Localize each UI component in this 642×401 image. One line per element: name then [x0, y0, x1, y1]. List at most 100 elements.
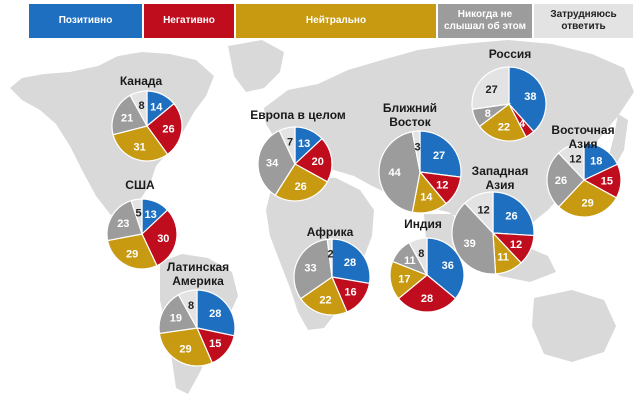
pie-value-never-heard: 33 — [304, 262, 316, 274]
pie-value-neutral: 14 — [420, 192, 433, 204]
legend: Позитивно Негативно Нейтрально Никогда н… — [29, 4, 633, 38]
pie-slice-positive — [492, 191, 535, 237]
region-label: Индия — [404, 217, 442, 231]
region-label: Восточная — [551, 123, 614, 137]
legend-positive: Позитивно — [29, 4, 142, 38]
map-australia — [532, 290, 616, 362]
pie-slice-positive — [583, 142, 619, 181]
map-greenland — [228, 40, 284, 92]
pie-slice-never-heard — [546, 152, 585, 208]
pie-value-undecided: 8 — [139, 100, 145, 112]
pie-value-negative: 28 — [421, 293, 433, 305]
pie-value-positive: 13 — [144, 209, 156, 221]
pie-value-positive: 26 — [505, 211, 517, 223]
pie-value-negative: 12 — [436, 179, 448, 191]
pie-value-negative: 4 — [519, 118, 526, 130]
pie-value-negative: 12 — [510, 239, 522, 251]
region-label: Европа в целом — [250, 108, 346, 122]
pie-slice-negative — [397, 274, 457, 313]
pie-value-negative: 26 — [162, 124, 174, 136]
pie-value-neutral: 26 — [295, 181, 307, 193]
pie-slice-undecided — [464, 191, 494, 235]
pie-value-negative: 15 — [601, 176, 613, 188]
pie-slice-neutral — [112, 125, 169, 162]
pie-value-negative: 15 — [209, 338, 221, 350]
pie-value-positive: 27 — [433, 150, 445, 162]
pie-value-negative: 20 — [312, 156, 324, 168]
pie-value-never-heard: 21 — [121, 112, 133, 124]
region-label: Америка — [172, 274, 224, 288]
pie-value-neutral: 29 — [126, 248, 138, 260]
pie-value-positive: 18 — [590, 156, 602, 168]
pie-value-never-heard: 39 — [464, 238, 476, 250]
pie-7: 38 4 22 8 27 Россия — [471, 47, 547, 142]
pie-slice-never-heard — [111, 94, 148, 136]
pie-value-negative: 30 — [157, 233, 169, 245]
pie-value-neutral: 22 — [319, 295, 331, 307]
legend-never-heard-line1: Никогда не — [457, 9, 513, 20]
legend-positive-label: Позитивно — [58, 15, 113, 26]
region-label: Россия — [489, 47, 532, 61]
region-label: Азия — [485, 178, 514, 192]
pie-slice-negative — [293, 137, 333, 183]
pie-slice-undecided — [278, 126, 296, 165]
region-label: Ближний — [383, 101, 437, 115]
pie-value-positive: 14 — [150, 101, 163, 113]
pie-value-never-heard: 34 — [266, 158, 279, 170]
pie-value-neutral: 17 — [398, 274, 410, 286]
pie-slice-never-heard — [378, 131, 421, 213]
pie-value-positive: 28 — [209, 308, 221, 320]
pie-slice-never-heard — [451, 202, 497, 275]
pie-value-never-heard: 26 — [555, 175, 567, 187]
pie-slice-never-heard — [158, 293, 198, 335]
pie-slice-undecided — [471, 66, 510, 110]
pie-slice-positive — [331, 238, 371, 285]
pie-slice-undecided — [129, 90, 148, 127]
pie-value-positive: 28 — [344, 257, 356, 269]
pie-slice-neutral — [478, 103, 527, 142]
pie-slice-neutral — [158, 327, 214, 367]
pie-value-positive: 13 — [298, 138, 310, 150]
region-label: Западная — [472, 164, 529, 178]
pie-slice-neutral — [274, 163, 329, 202]
pie-slice-undecided — [177, 289, 198, 331]
legend-undecided-label: Затрудняюсь ответить — [550, 9, 617, 32]
pie-slice-undecided — [557, 142, 585, 182]
region-label: Азия — [568, 137, 597, 151]
pie-value-never-heard: 8 — [485, 108, 491, 120]
legend-negative-label: Негативно — [163, 15, 215, 26]
pie-value-undecided: 7 — [287, 137, 293, 149]
pie-slice-undecided — [408, 237, 428, 276]
pie-8: 36 28 17 118 Индия — [389, 217, 465, 313]
pie-slice-undecided — [130, 198, 143, 235]
pie-value-never-heard: 19 — [170, 313, 182, 325]
pie-value-never-heard: 44 — [388, 167, 401, 179]
pie-slice-undecided — [411, 130, 421, 173]
pie-value-undecided: 3 — [415, 142, 421, 154]
pie-slice-neutral — [557, 179, 618, 218]
pie-slice-negative — [146, 102, 183, 156]
region-label: Африка — [307, 225, 354, 239]
pie-value-positive: 38 — [524, 91, 536, 103]
pie-value-negative: 16 — [344, 287, 356, 299]
pie-slice-neutral — [106, 233, 158, 270]
pie-5: 28 16 22 33 2 Африка — [293, 225, 371, 316]
pie-value-neutral: 11 — [497, 251, 509, 263]
pie-value-neutral: 29 — [581, 198, 593, 210]
region-label: Восток — [389, 115, 432, 129]
region-label: Канада — [120, 74, 163, 88]
pie-value-undecided: 5 — [136, 208, 142, 220]
pie-value-never-heard: 23 — [117, 218, 129, 230]
pie-value-undecided: 8 — [188, 300, 194, 312]
legend-never-heard: Никогда не слышал об этом — [438, 4, 532, 38]
pie-1: 14 26 31 21 8 Канада — [111, 74, 183, 162]
pie-slice-never-heard — [257, 129, 296, 197]
